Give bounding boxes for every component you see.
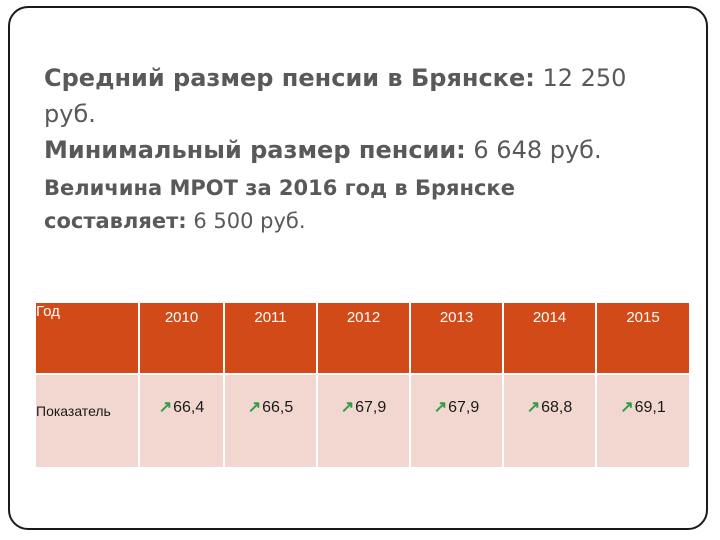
year-cell: 2012 [317, 303, 411, 374]
mrot-line: Величина МРОТ за 2016 год в Брянске [44, 176, 515, 200]
arrow-up-right-icon: ↗ [526, 399, 541, 416]
arrow-up-right-icon: ↗ [247, 399, 262, 416]
avg-pension-line: Средний размер пенсии в Брянске: 12 250 [44, 60, 684, 96]
table-value-row: Показатель ↗66,4 ↗66,5 ↗67,9 ↗67,9 ↗68,8… [36, 373, 689, 467]
mrot-value: 6 500 руб. [186, 209, 306, 233]
arrow-up-right-icon: ↗ [433, 399, 448, 416]
value-text: 67,9 [355, 399, 387, 416]
year-cell: 2015 [596, 303, 689, 374]
value-cell: ↗66,4 [139, 373, 225, 467]
value-cell: ↗67,9 [410, 373, 504, 467]
arrow-up-right-icon: ↗ [620, 399, 634, 416]
mrot-label: составляет: [44, 209, 187, 233]
text-block: Средний размер пенсии в Брянске: 12 250 … [44, 60, 684, 238]
year-cell: 2014 [503, 303, 597, 374]
min-pension-value: 6 648 руб. [465, 136, 602, 164]
pension-index-table: Год 2010 2011 2012 2013 2014 2015 Показа… [36, 303, 689, 467]
value-cell: ↗68,8 [503, 373, 597, 467]
value-text: 67,9 [448, 399, 480, 416]
arrow-up-right-icon: ↗ [340, 399, 355, 416]
table-header-row: Год 2010 2011 2012 2013 2014 2015 [36, 303, 689, 374]
avg-pension-value: 12 250 [534, 64, 627, 92]
value-text: 66,5 [262, 399, 294, 416]
year-cell: 2010 [139, 303, 225, 374]
value-cell: ↗66,5 [224, 373, 318, 467]
avg-pension-unit: руб. [44, 100, 96, 128]
min-pension-label: Минимальный размер пенсии: [44, 136, 466, 164]
value-text: 68,8 [541, 399, 573, 416]
value-text: 66,4 [173, 399, 205, 416]
value-text: 69,1 [634, 399, 666, 416]
value-cell: ↗69,1 [596, 373, 689, 467]
header-label-cell: Год [36, 303, 140, 374]
arrow-up-right-icon: ↗ [158, 399, 173, 416]
year-cell: 2013 [410, 303, 504, 374]
year-cell: 2011 [224, 303, 318, 374]
avg-pension-label: Средний размер пенсии в Брянске: [44, 64, 535, 92]
value-cell: ↗67,9 [317, 373, 411, 467]
row-label-cell: Показатель [36, 373, 140, 467]
min-pension-line: Минимальный размер пенсии: 6 648 руб. [44, 132, 684, 168]
mrot-value-line: составляет: 6 500 руб. [44, 205, 684, 238]
